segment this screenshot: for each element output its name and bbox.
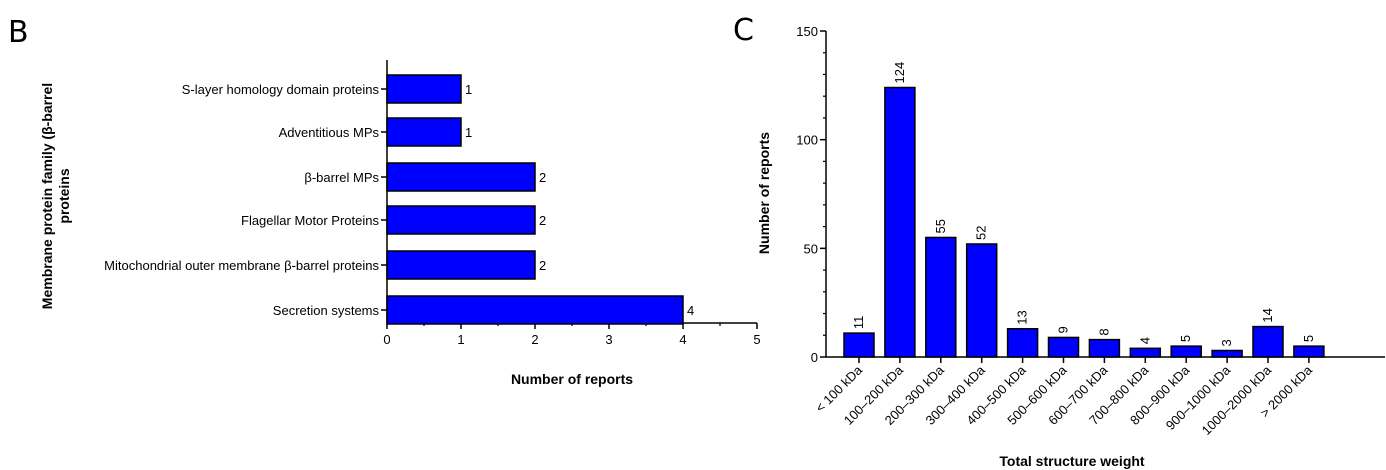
data-label: 3 bbox=[1219, 339, 1234, 346]
x-tick-label: 0 bbox=[383, 332, 390, 347]
data-label: 1 bbox=[465, 125, 472, 140]
y-tick-label: 150 bbox=[796, 24, 818, 39]
data-label: 8 bbox=[1096, 328, 1111, 335]
data-label: 11 bbox=[851, 316, 866, 330]
x-tick-label: 4 bbox=[679, 332, 686, 347]
bar bbox=[1252, 325, 1284, 358]
data-label: 124 bbox=[892, 62, 907, 84]
data-label: 5 bbox=[1178, 335, 1193, 342]
y-tick-label: 100 bbox=[796, 133, 818, 148]
data-label: 4 bbox=[1137, 337, 1152, 344]
bar bbox=[1047, 336, 1080, 358]
bar bbox=[386, 117, 462, 147]
data-label: 4 bbox=[687, 303, 694, 318]
data-label: 52 bbox=[974, 226, 989, 240]
category-label: Secretion systems bbox=[273, 303, 380, 318]
chart-b: 0 1 2 3 4 5 S-layer homology domain proteins 1 A… bbox=[39, 60, 761, 387]
data-label: 55 bbox=[933, 219, 948, 233]
panel-letter-b: B bbox=[8, 15, 29, 50]
bar bbox=[1211, 349, 1243, 358]
panel-letter-c: C bbox=[733, 13, 754, 48]
data-label: 2 bbox=[539, 170, 546, 185]
category-label: Adventitious MPs bbox=[279, 125, 380, 140]
data-label: 13 bbox=[1015, 310, 1030, 324]
bar bbox=[386, 250, 536, 280]
x-axis-title: Total structure weight bbox=[999, 453, 1145, 469]
bar bbox=[386, 205, 536, 235]
x-axis-title: Number of reports bbox=[511, 371, 633, 387]
bar bbox=[1293, 345, 1325, 358]
category-label: Flagellar Motor Proteins bbox=[241, 213, 379, 228]
y-axis-title-line: proteins bbox=[56, 168, 72, 223]
category-label: β-barrel MPs bbox=[304, 170, 379, 185]
bar bbox=[1006, 327, 1039, 358]
bar bbox=[386, 74, 462, 104]
x-tick-label: 1 bbox=[457, 332, 464, 347]
bar bbox=[1129, 347, 1162, 358]
y-axis-title-line: Membrane protein family (β-barrel bbox=[39, 83, 55, 309]
data-label: 1 bbox=[465, 82, 472, 97]
data-label: 2 bbox=[539, 213, 546, 228]
bar bbox=[843, 332, 875, 358]
y-tick-label: 0 bbox=[811, 350, 818, 365]
bar bbox=[884, 86, 916, 358]
category-label: Mitochondrial outer membrane β-barrel pr… bbox=[104, 258, 379, 273]
x-tick-label: 3 bbox=[605, 332, 612, 347]
y-axis-title: Number of reports bbox=[756, 132, 772, 254]
data-label: 5 bbox=[1301, 335, 1316, 342]
x-tick-label: 2 bbox=[531, 332, 538, 347]
x-tick-label: 5 bbox=[753, 332, 760, 347]
category-label: 1000–2000 kDa bbox=[1199, 362, 1275, 438]
data-label: 9 bbox=[1056, 326, 1071, 333]
bar bbox=[386, 162, 536, 192]
category-label: S-layer homology domain proteins bbox=[182, 82, 380, 97]
bar bbox=[386, 295, 684, 325]
bar bbox=[1170, 345, 1202, 358]
y-tick-label: 50 bbox=[804, 241, 818, 256]
bar bbox=[965, 243, 998, 358]
bar bbox=[1088, 338, 1121, 358]
data-label: 2 bbox=[539, 258, 546, 273]
y-axis-title: Membrane protein family (β-barrelprotein… bbox=[39, 83, 72, 309]
bar bbox=[925, 236, 957, 358]
data-label: 14 bbox=[1260, 308, 1275, 322]
